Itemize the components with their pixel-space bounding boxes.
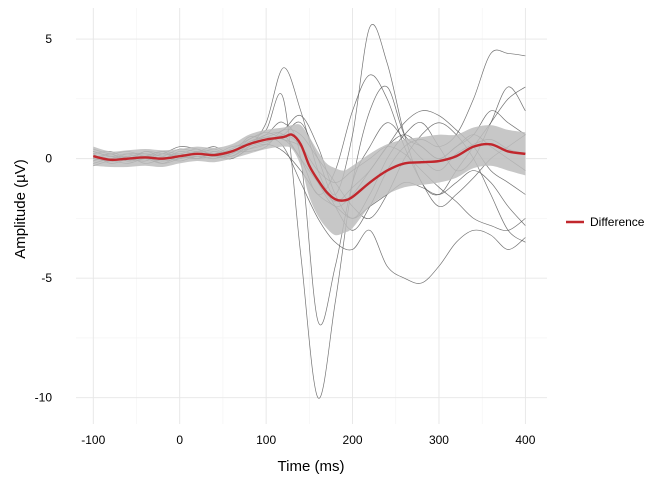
y-tick-label: -5 bbox=[41, 271, 52, 285]
y-tick-label: 5 bbox=[45, 32, 52, 46]
y-axis-title: Amplitude (µV) bbox=[12, 159, 29, 259]
y-tick-label: 0 bbox=[45, 152, 52, 166]
x-axis-ticks: -100 0 100 200 300 400 bbox=[81, 433, 535, 447]
x-tick-label: 200 bbox=[343, 433, 363, 447]
legend: Difference bbox=[566, 215, 645, 229]
x-tick-label: -100 bbox=[81, 433, 105, 447]
x-tick-label: 100 bbox=[256, 433, 276, 447]
difference-line bbox=[93, 133, 526, 202]
y-tick-label: -10 bbox=[35, 391, 53, 405]
y-axis-ticks: 5 0 -5 -10 bbox=[35, 32, 53, 405]
x-tick-label: 300 bbox=[429, 433, 449, 447]
mean-line-layer bbox=[93, 133, 526, 202]
x-axis-title: Time (ms) bbox=[278, 458, 345, 475]
x-tick-label: 0 bbox=[176, 433, 183, 447]
confidence-ribbon-layer bbox=[93, 124, 526, 236]
legend-label-difference: Difference bbox=[590, 215, 645, 229]
x-tick-label: 400 bbox=[515, 433, 535, 447]
confidence-ribbon bbox=[93, 124, 526, 236]
